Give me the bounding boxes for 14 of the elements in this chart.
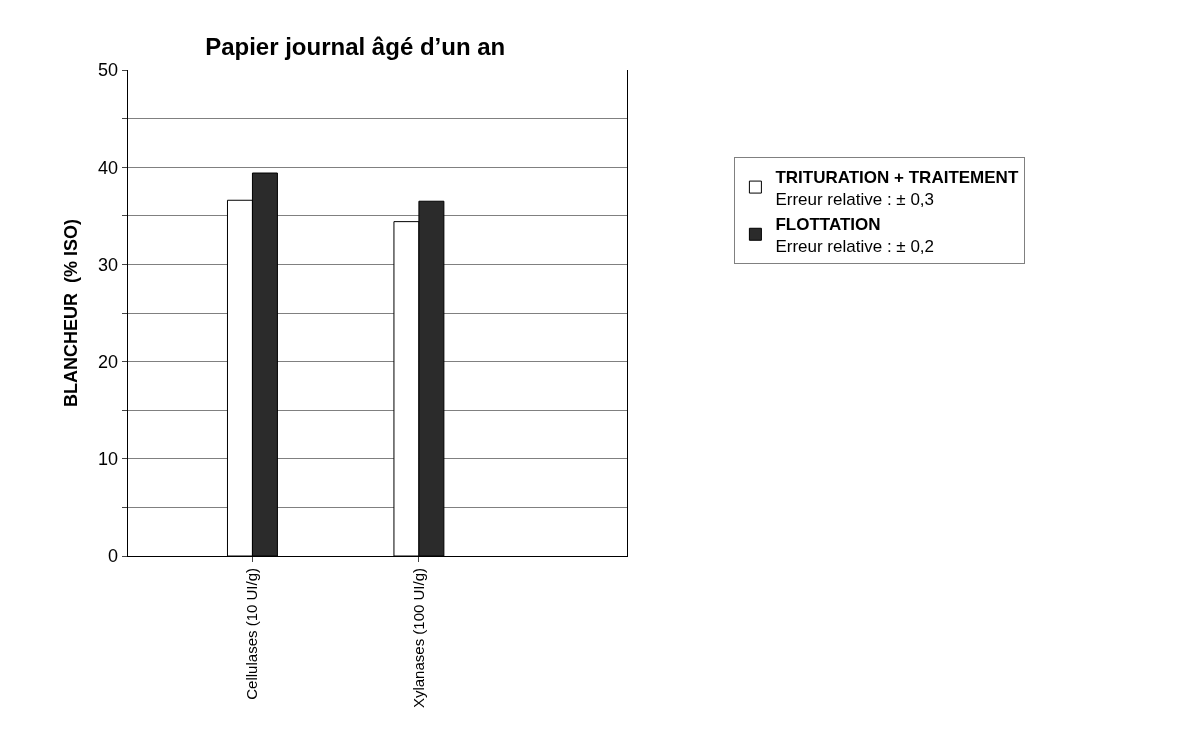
y-tick-label: 20: [97, 351, 118, 372]
legend-label: TRITURATION + TRAITEMENT: [775, 167, 1019, 187]
y-tick-label: 10: [97, 449, 118, 470]
x-tick-label: Xylanases (100 UI/g): [409, 568, 427, 709]
y-tick-label: 40: [97, 157, 118, 178]
y-axis-title: BLANCHEUR (% ISO): [61, 219, 82, 407]
legend-label: FLOTTATION: [775, 214, 881, 234]
text: Erreur relative : ± 0,3: [775, 189, 935, 209]
text: Erreur relative : ± 0,2: [775, 236, 935, 256]
x-tick-label: Cellulases (10 UI/g): [243, 568, 261, 700]
y-tick-label: 0: [107, 546, 118, 567]
y-tick-label: 30: [97, 254, 118, 275]
y-tick-label: 50: [97, 60, 118, 81]
chart-title: Papier journal âgé d’un an: [205, 32, 506, 60]
